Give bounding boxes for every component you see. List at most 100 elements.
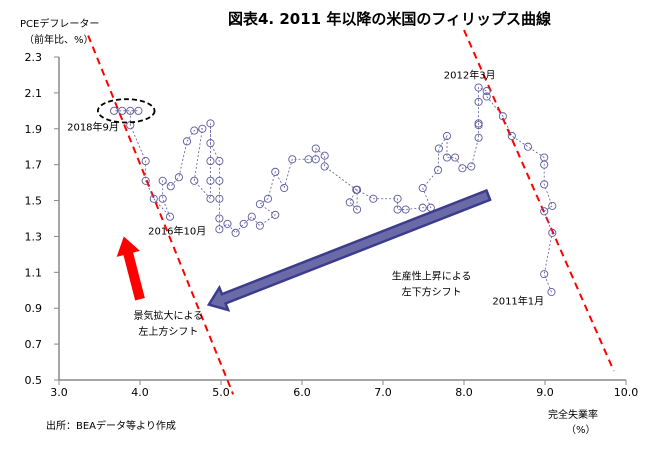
data-point (206, 194, 215, 203)
data-point (126, 106, 135, 115)
data-point (165, 212, 175, 221)
source-note: 出所：BEAデータ等より作成 (46, 419, 176, 432)
data-point (118, 106, 127, 115)
data-point (548, 228, 557, 237)
phillips-curves (87, 29, 615, 395)
data-point (288, 155, 297, 164)
x-tick-label: 9.0 (536, 386, 554, 399)
data-point (271, 210, 280, 219)
data-point (280, 183, 289, 193)
axes: 0.5 0.7 0.9 1.1 1.3 1.5 1.7 1.9 2.1 2.3 3.0 4.0 5.0 6… (25, 51, 639, 399)
data-point (418, 203, 427, 212)
x-tick-label: 7.0 (374, 386, 392, 399)
data-point (451, 153, 460, 162)
data-point (166, 182, 175, 191)
data-point (458, 164, 467, 173)
data-point (442, 153, 452, 162)
y-axis-label-line2: （前年比、%） (24, 33, 94, 46)
y-tick-label: 1.3 (25, 230, 43, 243)
data-point (215, 194, 224, 203)
data-point (304, 155, 313, 164)
x-axis-label-line1: 完全失業率 (548, 408, 598, 421)
x-tick-label: 8.0 (455, 386, 473, 399)
data-point (255, 221, 264, 230)
left-phillips-curve (87, 35, 235, 395)
data-point (540, 180, 549, 189)
y-tick-label: 1.7 (25, 159, 43, 172)
data-point (547, 288, 556, 297)
data-point (548, 201, 557, 210)
data-point (474, 83, 483, 92)
highlight-ellipse (96, 98, 156, 124)
data-point (206, 157, 215, 166)
data-series (110, 83, 557, 297)
data-point (141, 176, 150, 185)
data-point (239, 219, 248, 228)
y-axis-label-line1: PCEデフレーター (20, 17, 99, 30)
data-point (434, 144, 443, 153)
x-tick-label: 6.0 (293, 386, 311, 399)
point-label: 2016年10月 (148, 225, 206, 238)
data-point (174, 173, 183, 182)
x-axis-label-line2: （%） (566, 424, 596, 436)
y-tick-label: 2.3 (25, 51, 43, 64)
data-point (263, 194, 273, 203)
annotation-text: 景気拡大による (133, 309, 203, 322)
data-point (215, 176, 224, 185)
data-point (158, 176, 167, 185)
y-tick-label: 1.9 (25, 123, 43, 136)
data-point (215, 214, 224, 223)
data-point (215, 157, 224, 166)
annotations: 2018年9月 2016年10月 2012年3月 2011年1月景気拡大による左上方シ… (67, 69, 544, 338)
right-phillips-curve (463, 29, 615, 372)
data-point (507, 131, 516, 141)
y-tick-label: 0.7 (25, 338, 43, 351)
annotation-text: 左下方シフト (402, 286, 462, 299)
data-point (482, 92, 491, 101)
y-tick-label: 0.9 (25, 302, 43, 315)
data-point (134, 106, 143, 115)
data-point (206, 176, 215, 185)
annotation-text: 左上方シフト (138, 325, 198, 338)
data-point (352, 185, 361, 194)
data-point (190, 176, 199, 185)
x-tick-label: 10.0 (614, 386, 639, 399)
data-point (271, 167, 280, 176)
data-point (401, 205, 410, 214)
data-point (149, 194, 158, 203)
point-label: 2018年9月 (67, 121, 119, 134)
data-point (393, 194, 402, 203)
data-point (311, 144, 320, 153)
x-tick-label: 4.0 (131, 386, 149, 399)
y-tick-label: 1.1 (25, 266, 43, 279)
data-point (369, 194, 378, 203)
data-point (190, 126, 199, 135)
data-point (353, 205, 362, 214)
point-label: 2011年1月 (492, 295, 544, 308)
data-point (540, 153, 549, 162)
data-point (393, 205, 402, 214)
data-point (540, 207, 549, 216)
data-point (247, 212, 256, 221)
data-point (434, 165, 443, 175)
data-point (206, 119, 215, 128)
data-point (474, 97, 483, 106)
chart-title: 図表4. 2011 年以降の米国のフィリップス曲線 (228, 10, 551, 28)
data-point (498, 112, 507, 121)
data-point (255, 200, 264, 209)
data-point (182, 137, 192, 146)
data-point (474, 133, 483, 142)
data-point (523, 142, 533, 151)
x-tick-label: 5.0 (212, 386, 230, 399)
upward-shift-arrow (116, 236, 145, 301)
data-point (482, 87, 491, 96)
point-label: 2012年3月 (444, 69, 496, 82)
data-point (223, 219, 232, 228)
data-point (198, 124, 207, 133)
y-tick-label: 2.1 (25, 87, 43, 100)
data-point (206, 139, 215, 148)
data-point (442, 131, 452, 141)
x-tick-label: 3.0 (50, 386, 68, 399)
downward-shift-arrow (206, 188, 492, 312)
